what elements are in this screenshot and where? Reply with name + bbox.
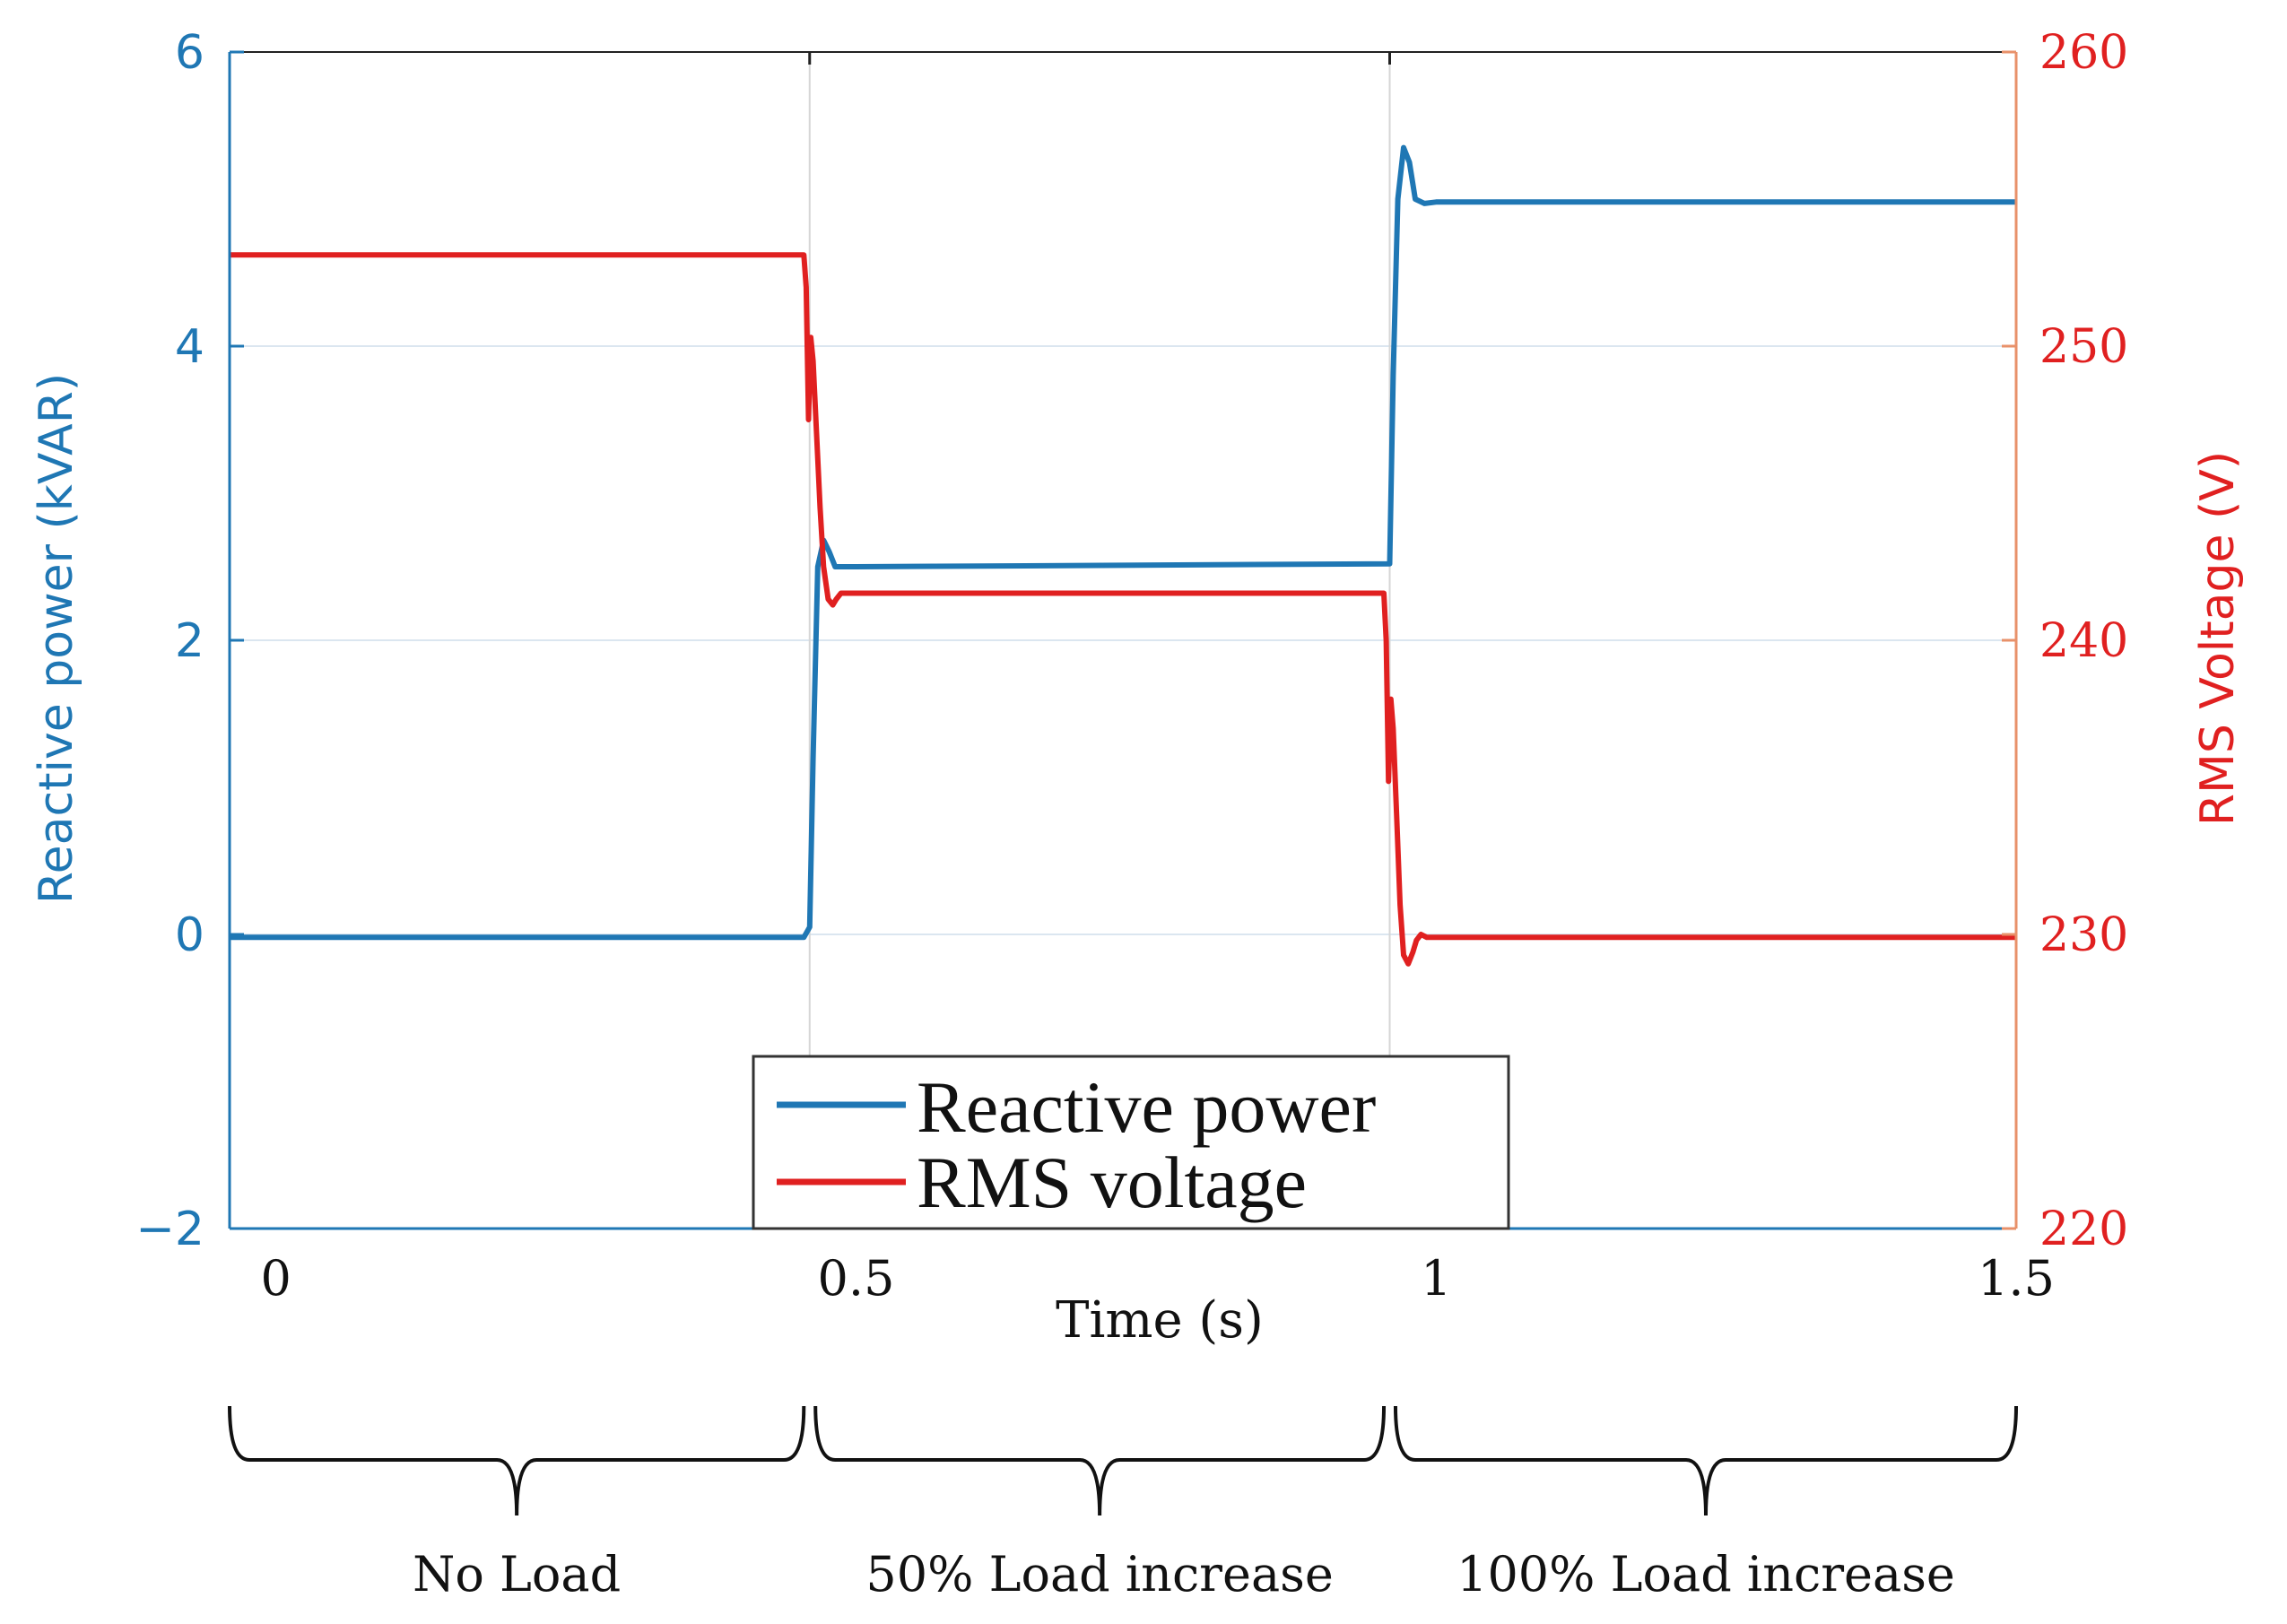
phase-brace-50-load-increase <box>813 1405 1387 1516</box>
legend-label-rms-voltage: RMS voltage <box>917 1142 1307 1223</box>
phase-label-no-load: No Load <box>413 1546 621 1602</box>
phase-brace-100-load-increase <box>1393 1405 2018 1516</box>
left-tick-label: 4 <box>175 320 204 374</box>
x-tick-label: 1 <box>1421 1250 1451 1307</box>
event-lines <box>808 52 1392 1229</box>
phase-brace-no-load <box>228 1405 806 1516</box>
right-tick-label: 250 <box>2039 320 2128 374</box>
phase-label-50-load-increase: 50% Load increase <box>865 1546 1333 1602</box>
series-line-rms-voltage <box>230 252 2016 967</box>
legend: Reactive power RMS voltage <box>752 1055 1510 1230</box>
x-axis-title: Time (s) <box>1056 1291 1264 1350</box>
right-tick-label: 240 <box>2039 614 2128 668</box>
x-tick-label: 0 <box>261 1250 291 1307</box>
legend-box <box>752 1055 1510 1230</box>
series-line-reactive-power <box>230 144 2016 941</box>
left-tick-label: 2 <box>175 614 204 668</box>
left-tick-label: 6 <box>175 26 204 80</box>
right-axis-title: RMS Voltage (V) <box>2191 451 2245 826</box>
ticks-layer: 6 4 2 0 −2 260 250 240 230 220 0 0.5 1 1.5 <box>135 26 2128 1307</box>
right-tick-label: 220 <box>2039 1203 2128 1256</box>
legend-label-reactive-power: Reactive power <box>917 1066 1376 1148</box>
left-tick-label: −2 <box>135 1203 204 1256</box>
left-tick-label: 0 <box>175 908 204 962</box>
right-tick-label: 230 <box>2039 908 2128 962</box>
grid-layer <box>230 345 2016 935</box>
x-tick-label: 0.5 <box>818 1250 895 1307</box>
phase-label-100-load-increase: 100% Load increase <box>1457 1546 1955 1602</box>
left-axis-title: Reactive power (kVAR) <box>30 373 83 904</box>
phase-annotations: No Load 50% Load increase 100% Load increa… <box>228 1405 2018 1602</box>
right-tick-label: 260 <box>2039 26 2128 80</box>
x-tick-label: 1.5 <box>1978 1250 2055 1307</box>
series-layer <box>230 144 2016 967</box>
